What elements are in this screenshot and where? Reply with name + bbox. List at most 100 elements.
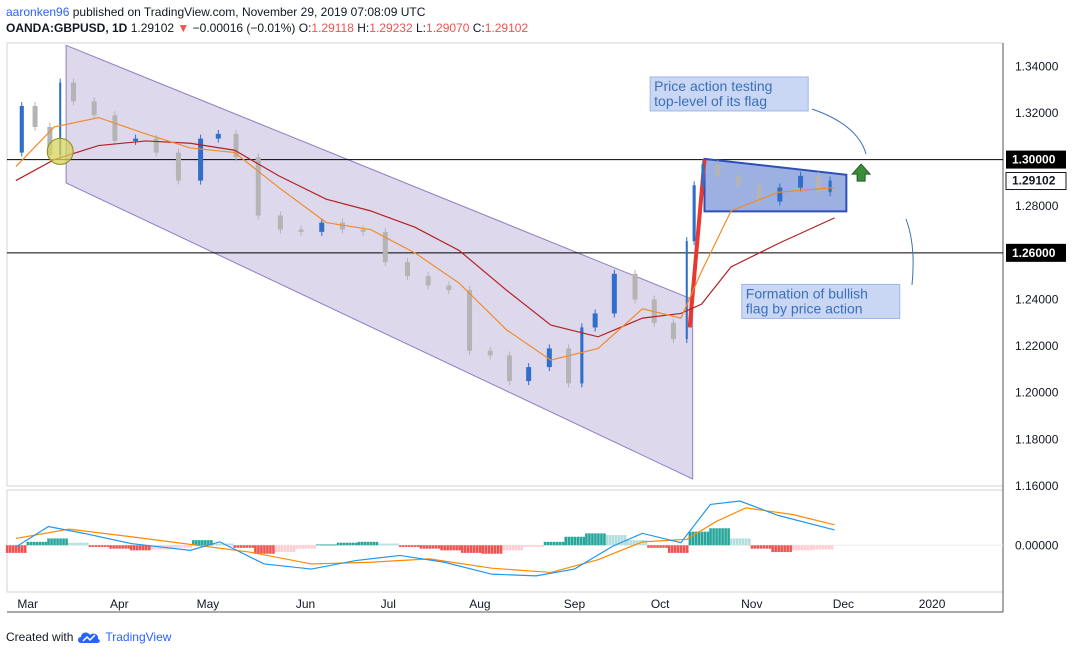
macd-histogram-bar [100, 545, 104, 547]
tradingview-brand[interactable]: TradingView [105, 630, 172, 644]
macd-histogram-bar [174, 545, 177, 548]
candle-body [175, 152, 181, 181]
macd-histogram-bar [591, 533, 594, 546]
macd-histogram-bar [53, 538, 56, 546]
price-tick-label: 1.20000 [1015, 386, 1059, 400]
macd-histogram-bar [375, 541, 379, 546]
time-tick-label: Mar [17, 597, 38, 611]
macd-histogram-bar [546, 541, 550, 546]
macd-histogram-bar [112, 545, 115, 549]
macd-histogram-bar [564, 536, 568, 546]
macd-histogram-bar [756, 545, 760, 549]
macd-signal-line [15, 507, 835, 574]
macd-histogram-bar [600, 533, 603, 546]
macd-histogram-bar [804, 545, 807, 551]
macd-histogram-bar [396, 543, 399, 546]
highlight-circle [46, 137, 74, 165]
macd-histogram-bar [419, 545, 423, 549]
macd-histogram-bar [177, 545, 180, 548]
macd-histogram-bar [35, 541, 39, 546]
macd-histogram-bar [307, 545, 311, 549]
macd-histogram-bar [765, 545, 769, 549]
macd-histogram-bar [594, 533, 597, 546]
author-link[interactable]: aaronken96 [6, 5, 70, 19]
macd-histogram-bar [150, 545, 154, 550]
macd-histogram-bar [812, 545, 816, 550]
macd-histogram-bar [529, 545, 532, 547]
macd-histogram-bar [23, 545, 27, 553]
candle-body [255, 157, 261, 216]
macd-histogram-bar [706, 531, 710, 546]
macd-histogram-bar [283, 545, 287, 553]
macd-histogram-bar [322, 544, 325, 546]
macd-histogram-bar [464, 545, 467, 553]
macd-histogram-bar [653, 545, 656, 548]
macd-histogram-bar [673, 545, 677, 553]
candle-body [685, 241, 688, 340]
macd-histogram-bar [555, 541, 559, 546]
macd-histogram-bar [789, 545, 792, 553]
candle-body [546, 348, 552, 368]
macd-histogram-bar [762, 545, 766, 549]
macd-histogram-bar [82, 542, 86, 546]
candle-body [19, 105, 24, 153]
price-tick-label: 1.28000 [1015, 199, 1059, 213]
macd-histogram-bar [410, 545, 414, 547]
open-label: O: [298, 21, 312, 35]
macd-histogram-bar [109, 545, 112, 549]
macd-histogram-bar [670, 545, 674, 553]
macd-histogram-bar [801, 545, 804, 551]
macd-histogram-bar [605, 535, 609, 546]
macd-histogram-bar [17, 545, 21, 553]
time-tick-label: Dec [833, 597, 854, 611]
candle-body [198, 138, 204, 181]
macd-histogram-bar [818, 545, 822, 550]
macd-histogram-bar [207, 540, 210, 546]
macd-histogram-bar [147, 545, 151, 551]
macd-histogram-bar [348, 542, 352, 546]
macd-zero-label: 0.00000 [1015, 538, 1059, 552]
macd-histogram-bar [76, 542, 80, 546]
macd-histogram-bar [8, 545, 12, 553]
macd-histogram-bar [481, 545, 485, 554]
macd-histogram-bar [724, 528, 727, 546]
macd-histogram-bar [449, 545, 452, 551]
macd-histogram-bar [413, 545, 417, 547]
macd-histogram-bar [783, 545, 786, 553]
macd-histogram-bar [676, 545, 680, 553]
macd-histogram-bar [437, 545, 441, 549]
macd-histogram-bar [301, 545, 305, 549]
macd-histogram-bar [434, 545, 438, 549]
macd-histogram-bar [11, 545, 15, 553]
close-value: 1.29102 [484, 21, 529, 35]
macd-histogram-bar [603, 533, 606, 546]
macd-histogram-bar [280, 545, 284, 553]
macd-histogram-bar [70, 542, 74, 546]
macd-histogram-bar [821, 545, 825, 550]
candle-body [735, 175, 741, 186]
macd-histogram-bar [614, 535, 618, 546]
macd-histogram-bar [85, 542, 89, 546]
open-value: 1.29118 [311, 21, 354, 35]
candle-body [467, 290, 473, 351]
price-level-tag [1006, 243, 1066, 262]
macd-histogram-bar [221, 543, 225, 546]
macd-histogram-bar [115, 545, 118, 549]
macd-histogram-bar [298, 545, 302, 549]
macd-histogram-bar [168, 545, 172, 550]
macd-histogram-bar [201, 540, 204, 546]
macd-histogram-bar [443, 545, 446, 551]
macd-histogram-bar [124, 545, 127, 549]
macd-histogram-bar [549, 541, 553, 546]
macd-histogram-bar [532, 545, 535, 547]
callout-arrow-icon [905, 218, 914, 286]
candle-body [319, 222, 325, 232]
macd-histogram-bar [744, 538, 748, 546]
price-tick-label: 1.32000 [1015, 106, 1059, 120]
macd-histogram-bar [20, 545, 24, 553]
callout-text-line: flag by price action [746, 300, 863, 316]
candle-body [828, 180, 832, 193]
macd-histogram-bar [260, 545, 263, 554]
price-tick-label: 1.34000 [1015, 59, 1059, 73]
